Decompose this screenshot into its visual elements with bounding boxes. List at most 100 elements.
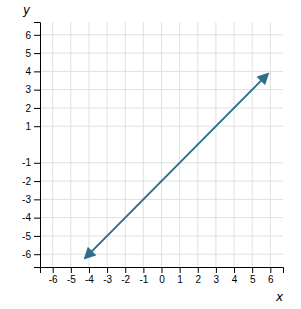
x-axis-label: x (275, 290, 284, 304)
grid-line (40, 53, 283, 54)
grid-line (215, 22, 216, 267)
y-tick: 2 (25, 103, 40, 114)
tick-mark (143, 267, 144, 273)
x-tick: 6 (268, 267, 274, 285)
tick-label: 3 (25, 84, 31, 95)
tick-label: -1 (139, 274, 148, 285)
tick-mark (107, 267, 108, 273)
tick-mark (234, 267, 235, 273)
tick-label: 4 (232, 274, 238, 285)
x-tick: -3 (103, 267, 112, 285)
axis-line (34, 23, 41, 268)
tick-mark (125, 267, 126, 273)
tick-mark (34, 181, 40, 182)
x-tick: 4 (232, 267, 238, 285)
tick-label: 6 (268, 274, 274, 285)
tick-label: 3 (214, 274, 220, 285)
tick-mark (34, 126, 40, 127)
grid-line (40, 217, 283, 218)
y-tick: 5 (25, 48, 40, 59)
tick-label: -6 (22, 249, 31, 260)
tick-mark (34, 90, 40, 91)
grid-line (40, 107, 283, 108)
y-axis: -6 -5 -4 -3 -2 -1 1 2 3 4 5 6 (22, 23, 40, 268)
y-tick: 4 (25, 66, 40, 77)
tick-mark (53, 267, 54, 273)
grid (40, 22, 283, 267)
tick-mark (180, 267, 181, 273)
y-tick: -1 (22, 157, 40, 168)
tick-mark (89, 267, 90, 273)
y-tick: -4 (22, 212, 40, 223)
x-tick: 1 (177, 267, 183, 285)
tick-label: 5 (25, 48, 31, 59)
y-axis-label: y (22, 3, 31, 17)
grid-line (234, 22, 235, 267)
grid-line (52, 22, 53, 267)
x-tick: -6 (49, 267, 58, 285)
y-tick: 6 (25, 29, 40, 40)
grid-line (107, 22, 108, 267)
tick-label: -6 (49, 274, 58, 285)
grid-line (40, 126, 283, 127)
grid-line (40, 34, 283, 35)
axis-line (41, 268, 284, 274)
tick-label: -3 (22, 194, 31, 205)
tick-mark (34, 163, 40, 164)
grid-line (40, 71, 283, 72)
tick-label: -2 (22, 176, 31, 187)
y-tick: -2 (22, 176, 40, 187)
x-tick: -2 (121, 267, 130, 285)
tick-label: 6 (25, 29, 31, 40)
grid-line (88, 22, 89, 267)
tick-label: -1 (22, 157, 31, 168)
tick-label: 2 (195, 274, 201, 285)
tick-mark (34, 71, 40, 72)
grid-line (125, 22, 126, 267)
x-tick: -1 (139, 267, 148, 285)
tick-label: -2 (121, 274, 130, 285)
tick-mark (198, 267, 199, 273)
x-tick: 3 (214, 267, 220, 285)
plot: -6-5-4-3-2-10123456-6-5-4-3-2-1123456xy (22, 3, 284, 304)
tick-mark (270, 267, 271, 273)
tick-label: 1 (177, 274, 183, 285)
y-tick: 3 (25, 84, 40, 95)
tick-mark (34, 53, 40, 54)
grid-line (252, 22, 253, 267)
tick-label: 0 (159, 274, 165, 285)
tick-label: -5 (22, 231, 31, 242)
tick-mark (162, 267, 163, 273)
grid-line (40, 235, 283, 236)
grid-line (143, 22, 144, 267)
tick-mark (252, 267, 253, 273)
x-axis: -6-5-4-3-2-10123456 (41, 267, 284, 285)
y-tick: -5 (22, 231, 40, 242)
y-tick: -3 (22, 194, 40, 205)
x-tick: 5 (250, 267, 256, 285)
line (85, 74, 267, 258)
tick-label: 4 (25, 66, 31, 77)
tick-label: 1 (25, 121, 31, 132)
tick-label: -5 (67, 274, 76, 285)
tick-mark (34, 199, 40, 200)
grid-line (40, 89, 283, 90)
tick-mark (34, 254, 40, 255)
tick-label: 5 (250, 274, 256, 285)
y-tick: -6 (22, 249, 40, 260)
x-tick: 2 (195, 267, 201, 285)
marks (85, 74, 267, 258)
grid-line (179, 22, 180, 267)
x-tick: -5 (67, 267, 76, 285)
tick-mark (216, 267, 217, 273)
y-tick: 1 (25, 121, 40, 132)
tick-mark (34, 236, 40, 237)
grid-line (40, 254, 283, 255)
grid-line (40, 199, 283, 200)
grid-line (40, 162, 283, 163)
tick-label: -4 (22, 212, 31, 223)
tick-mark (34, 218, 40, 219)
tick-mark (71, 267, 72, 273)
grid-line (270, 22, 271, 267)
chart: -6-5-4-3-2-10123456-6-5-4-3-2-1123456xy (0, 0, 301, 309)
